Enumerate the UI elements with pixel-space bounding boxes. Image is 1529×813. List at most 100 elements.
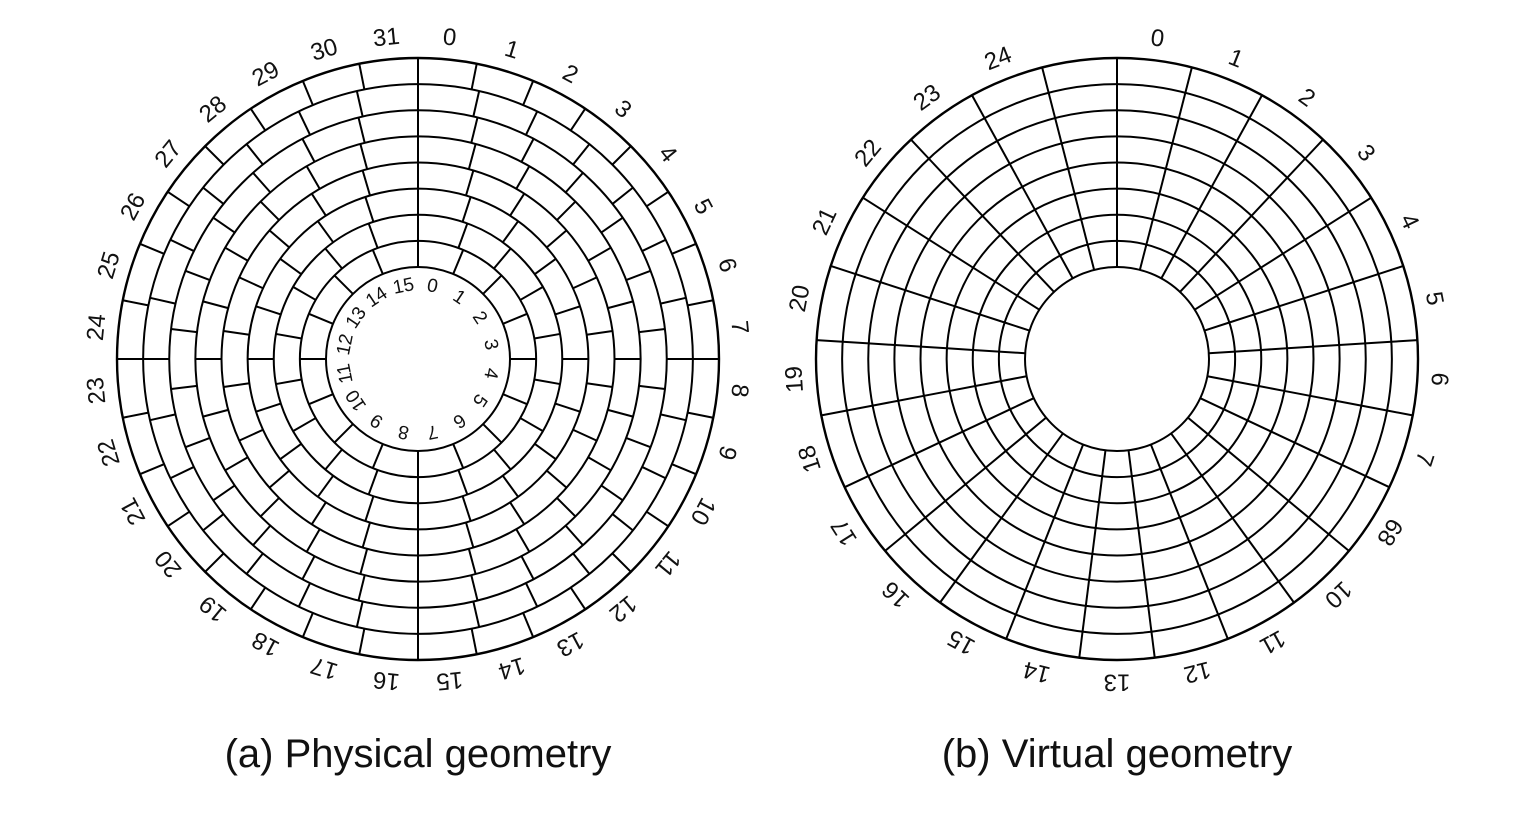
sector-divider — [1164, 143, 1174, 169]
sector-divider — [1348, 196, 1372, 213]
sector-divider — [1137, 527, 1143, 555]
sector-divider — [572, 143, 591, 166]
sector-divider — [1199, 397, 1225, 411]
sector-divider — [367, 469, 379, 495]
inner-sector-label: 9 — [367, 409, 387, 432]
sector-divider — [587, 456, 612, 472]
sector-divider — [1286, 345, 1314, 350]
sector-divider — [204, 552, 225, 573]
sector-divider — [844, 475, 869, 489]
sector-divider — [671, 242, 697, 255]
sector-divider — [275, 332, 302, 340]
outer-sector-label: 11 — [1255, 624, 1290, 660]
sector-divider — [519, 417, 544, 432]
inner-sector-label: 10 — [342, 385, 371, 414]
sector-divider — [554, 402, 581, 413]
sector-divider — [821, 409, 848, 417]
physical-geometry-caption: (a) Physical geometry — [224, 732, 612, 776]
sector-divider — [1365, 475, 1390, 489]
sector-divider — [1073, 193, 1083, 220]
sector-divider — [305, 165, 321, 190]
sector-divider — [1067, 168, 1076, 195]
sector-divider — [1286, 157, 1306, 179]
sector-divider — [946, 347, 974, 351]
sector-divider — [1158, 168, 1167, 195]
sector-divider — [954, 559, 972, 582]
sector-divider — [1335, 399, 1362, 407]
sector-divider — [501, 475, 519, 498]
sector-divider — [238, 428, 264, 442]
sector-divider — [1238, 266, 1262, 283]
sector-divider — [249, 108, 267, 132]
sector-divider — [1009, 397, 1035, 411]
sector-divider — [472, 90, 481, 117]
sector-divider — [275, 378, 302, 386]
sector-divider — [1034, 541, 1046, 567]
sector-divider — [1248, 94, 1263, 119]
sector-divider — [1016, 475, 1034, 498]
sector-divider — [986, 408, 1011, 422]
sector-divider — [687, 411, 714, 419]
sector-divider — [1260, 347, 1288, 351]
sector-divider — [855, 273, 881, 284]
sector-divider — [1004, 321, 1030, 332]
sector-divider — [1150, 631, 1156, 658]
sector-divider — [1185, 209, 1200, 234]
outer-sector-label: 14 — [495, 651, 528, 685]
sector-divider — [310, 193, 327, 217]
sector-divider — [1277, 580, 1295, 604]
sector-divider — [1016, 294, 1040, 311]
sector-divider — [898, 394, 925, 402]
sector-divider — [1014, 589, 1027, 615]
inner-sector-label: 5 — [468, 390, 491, 410]
sector-divider — [1173, 232, 1188, 256]
sector-divider — [985, 450, 1007, 469]
sector-divider — [1278, 297, 1305, 308]
sector-divider — [238, 276, 264, 290]
outer-sector-label: 20 — [784, 283, 816, 314]
outer-sector-label: 22 — [92, 436, 126, 469]
sector-divider — [361, 522, 371, 548]
sector-divider — [268, 469, 290, 489]
sector-divider — [906, 224, 930, 241]
sector-divider — [944, 483, 967, 502]
sector-divider — [249, 586, 267, 610]
sector-divider — [999, 350, 1026, 355]
sector-divider — [1127, 450, 1133, 477]
sector-divider — [1232, 380, 1259, 388]
sector-divider — [1101, 450, 1107, 477]
sector-divider — [625, 437, 651, 449]
sector-divider — [509, 501, 526, 525]
sector-divider — [297, 110, 311, 136]
sector-divider — [333, 274, 354, 295]
sector-divider — [1047, 92, 1057, 119]
sector-divider — [204, 145, 225, 166]
sector-divider — [928, 157, 948, 179]
outer-sector-label: 29 — [248, 56, 284, 92]
sector-divider — [1267, 483, 1290, 502]
sector-divider — [915, 441, 940, 455]
sector-divider — [324, 247, 343, 270]
sector-divider — [317, 475, 335, 498]
outer-sector-label: 24 — [981, 41, 1016, 76]
sector-divider — [1177, 92, 1187, 119]
sector-divider — [167, 510, 191, 528]
sector-divider — [1207, 375, 1234, 383]
sector-divider — [305, 528, 321, 553]
outer-sector-label: 12 — [1181, 655, 1214, 688]
sector-divider — [202, 408, 229, 418]
sector-divider — [364, 196, 375, 223]
sector-divider — [1207, 433, 1229, 452]
sector-divider — [600, 216, 624, 234]
sector-divider — [872, 399, 899, 407]
sector-divider — [1365, 340, 1392, 345]
sector-divider — [1303, 289, 1330, 300]
sector-divider — [862, 196, 886, 213]
outer-sector-label: 18 — [793, 442, 827, 476]
sector-divider — [224, 246, 249, 262]
sector-divider — [149, 413, 176, 422]
sector-divider — [501, 220, 519, 243]
sector-divider — [979, 313, 1005, 324]
sector-divider — [519, 286, 544, 301]
